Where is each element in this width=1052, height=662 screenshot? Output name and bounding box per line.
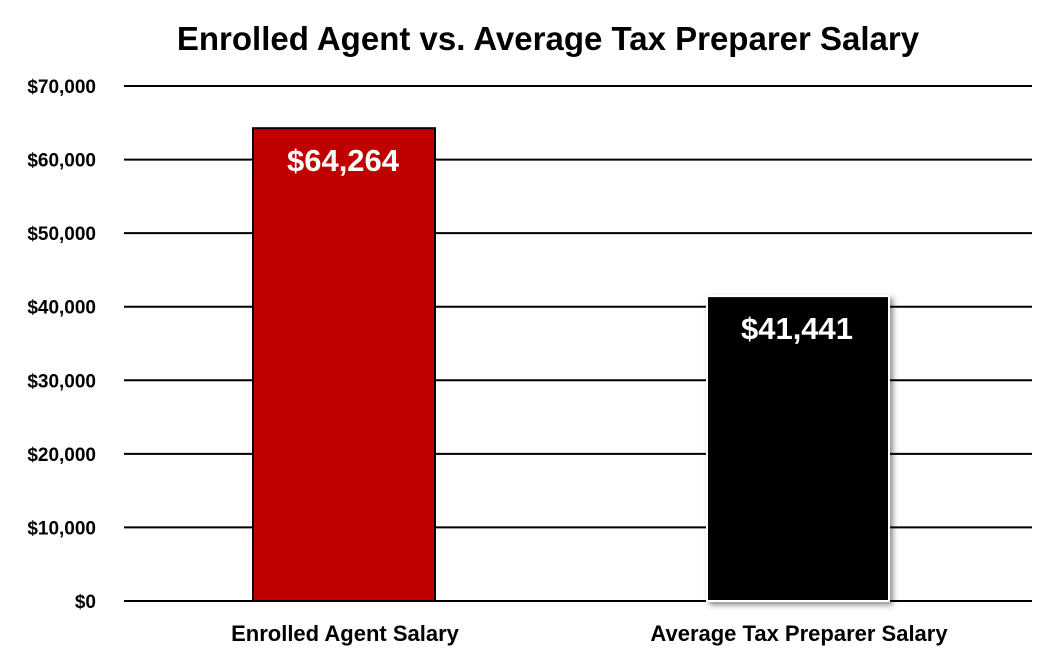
- y-tick-label: $50,000: [27, 224, 96, 245]
- bar: [252, 127, 436, 603]
- y-tick-label: $0: [75, 592, 96, 613]
- x-tick-label: Enrolled Agent Salary: [231, 621, 460, 646]
- y-tick-label: $30,000: [27, 371, 96, 392]
- y-tick-label: $70,000: [27, 77, 96, 98]
- x-tick-label: Average Tax Preparer Salary: [650, 621, 948, 646]
- y-tick-label: $10,000: [27, 518, 96, 539]
- chart-title: Enrolled Agent vs. Average Tax Preparer …: [177, 20, 920, 57]
- data-label: $41,441: [741, 311, 853, 346]
- y-tick-label: $20,000: [27, 445, 96, 466]
- y-tick-label: $60,000: [27, 151, 96, 172]
- bar: [706, 295, 890, 602]
- data-label: $64,264: [287, 143, 400, 178]
- y-tick-label: $40,000: [27, 298, 96, 319]
